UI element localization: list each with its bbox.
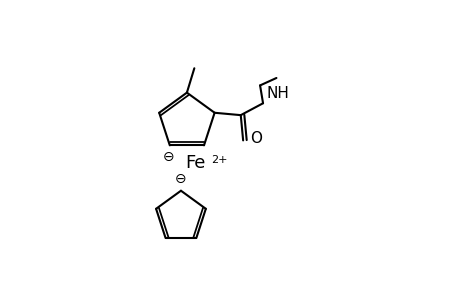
Text: Fe: Fe (185, 154, 206, 172)
Text: 2+: 2+ (211, 155, 227, 165)
Text: ⊖: ⊖ (175, 172, 186, 186)
Text: ⊖: ⊖ (162, 150, 174, 164)
Text: O: O (250, 131, 262, 146)
Text: NH: NH (265, 86, 288, 101)
